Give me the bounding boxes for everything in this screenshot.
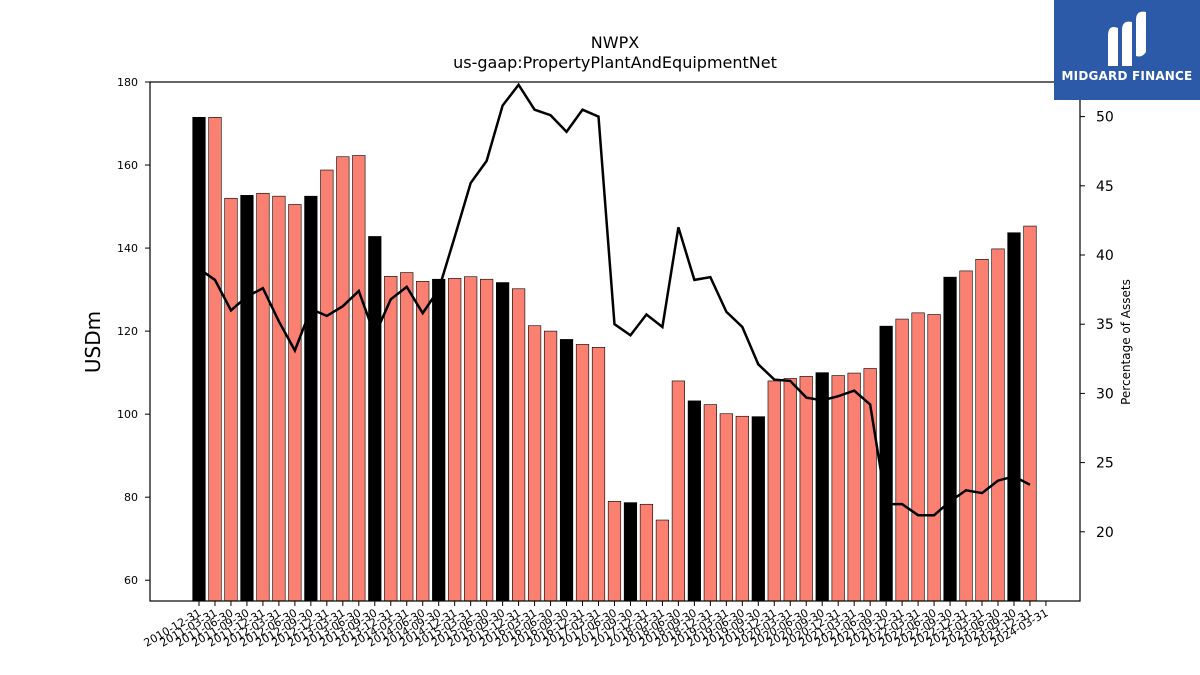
bar [783, 378, 797, 602]
y-right-tick-label: 25 [1096, 456, 1114, 472]
bar [623, 502, 638, 602]
bar [831, 375, 845, 602]
y-axis-label: USDm [81, 311, 105, 373]
bar [575, 344, 590, 602]
y-tick-label: 100 [117, 408, 138, 421]
bar [288, 204, 302, 602]
bar [559, 339, 574, 602]
bar [480, 278, 494, 602]
y-right-tick-label: 35 [1096, 317, 1114, 333]
bar [336, 156, 350, 602]
bar [400, 272, 414, 602]
percentage-line [198, 82, 1031, 517]
bar [224, 197, 238, 602]
bar [320, 169, 334, 602]
bar [751, 416, 765, 602]
bar [432, 278, 446, 602]
bar [975, 258, 989, 602]
chart-title: NWPX [591, 33, 639, 52]
bar [927, 314, 941, 602]
bar [448, 278, 462, 602]
bar [240, 195, 254, 602]
bar [767, 380, 781, 602]
bar [384, 276, 398, 602]
y-axis-left: 60 80 100 120 140 160 180 [117, 76, 150, 587]
bar [591, 347, 606, 602]
y-tick-label: 140 [117, 242, 138, 255]
bar [304, 195, 318, 602]
bar [847, 372, 861, 602]
y-right-tick-label: 40 [1096, 248, 1114, 264]
y-right-tick-label: 30 [1096, 386, 1114, 402]
bar [655, 519, 670, 602]
y-tick-label: 60 [124, 574, 138, 587]
bar [416, 280, 430, 602]
y-right-tick-label: 45 [1096, 179, 1114, 195]
bar [511, 288, 526, 602]
bar [991, 248, 1005, 602]
brand-name: MIDGARD FINANCE [1061, 69, 1193, 83]
y-axis-label-right: Percentage of Assets [1119, 279, 1133, 405]
y-right-tick-label: 50 [1096, 110, 1114, 126]
bar [735, 415, 749, 602]
bar [352, 155, 366, 602]
chart-subtitle: us-gaap:PropertyPlantAndEquipmentNet [453, 53, 777, 72]
y-axis-right: 20 25 30 35 40 45 50 [1080, 110, 1114, 541]
bar [815, 372, 829, 602]
midgard-logo-icon [1108, 11, 1146, 66]
x-axis: 2010-12-312011-03-312011-06-302011-09-30… [142, 601, 1050, 650]
brand-logo: MIDGARD FINANCE [1054, 0, 1200, 100]
bar [368, 236, 382, 602]
bar [671, 380, 685, 602]
bars-group [192, 116, 1037, 602]
y-tick-label: 80 [124, 491, 138, 504]
bar [687, 400, 701, 602]
bar [272, 195, 286, 602]
bar [256, 192, 270, 602]
bar [943, 276, 957, 602]
bar [1023, 225, 1037, 602]
bar [543, 330, 558, 602]
bar [1007, 232, 1021, 602]
bar [607, 501, 622, 602]
bar [639, 503, 654, 602]
y-tick-label: 160 [117, 159, 138, 172]
bar [799, 376, 813, 602]
bar [208, 116, 222, 602]
y-tick-label: 120 [117, 325, 138, 338]
bar [464, 276, 478, 602]
y-tick-label: 180 [117, 76, 138, 89]
bar [895, 318, 909, 602]
plot-frame [149, 81, 1081, 602]
bar [911, 312, 925, 602]
bar [879, 325, 893, 602]
bar [719, 413, 733, 602]
bar [192, 116, 206, 602]
bar [959, 270, 973, 602]
bar [496, 282, 510, 602]
bar [527, 325, 542, 602]
bar [703, 404, 717, 602]
y-right-tick-label: 20 [1096, 525, 1114, 541]
